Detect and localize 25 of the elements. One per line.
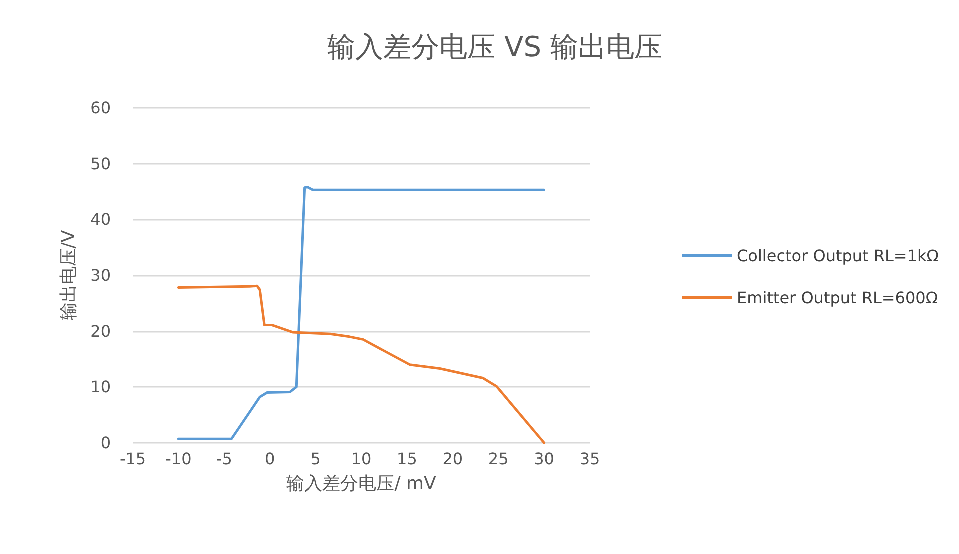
chart-title: 输入差分电压 VS 输出电压 <box>328 30 662 64</box>
y-tick-label: 30 <box>90 266 111 285</box>
legend-label: Emitter Output RL=600Ω <box>737 288 938 308</box>
y-tick-label: 0 <box>100 434 111 452</box>
y-axis-title: 输出电压/V <box>58 230 80 321</box>
x-tick-label: -5 <box>216 450 232 468</box>
x-tick-label: 0 <box>265 450 276 468</box>
y-tick-label: 60 <box>90 98 111 118</box>
y-tick-label: 40 <box>90 210 111 230</box>
x-axis-title: 输入差分电压/ mV <box>286 474 437 494</box>
x-tick-label: -15 <box>120 450 146 468</box>
x-tick-label: 20 <box>442 450 464 468</box>
x-tick-label: 30 <box>534 450 554 468</box>
y-tick-label: 10 <box>90 378 111 397</box>
y-tick-label: 20 <box>90 322 111 341</box>
legend-label: Collector Output RL=1kΩ <box>737 246 940 266</box>
y-tick-label: 50 <box>90 154 111 174</box>
line-series <box>177 186 546 440</box>
x-tick-label: 25 <box>488 450 509 468</box>
x-tick-label: 5 <box>310 450 321 468</box>
x-tick-label: -10 <box>166 450 192 468</box>
x-tick-label: 15 <box>397 450 418 468</box>
x-tick-label: 35 <box>580 450 600 468</box>
x-tick-label: 10 <box>351 450 372 468</box>
line-series <box>177 284 546 444</box>
